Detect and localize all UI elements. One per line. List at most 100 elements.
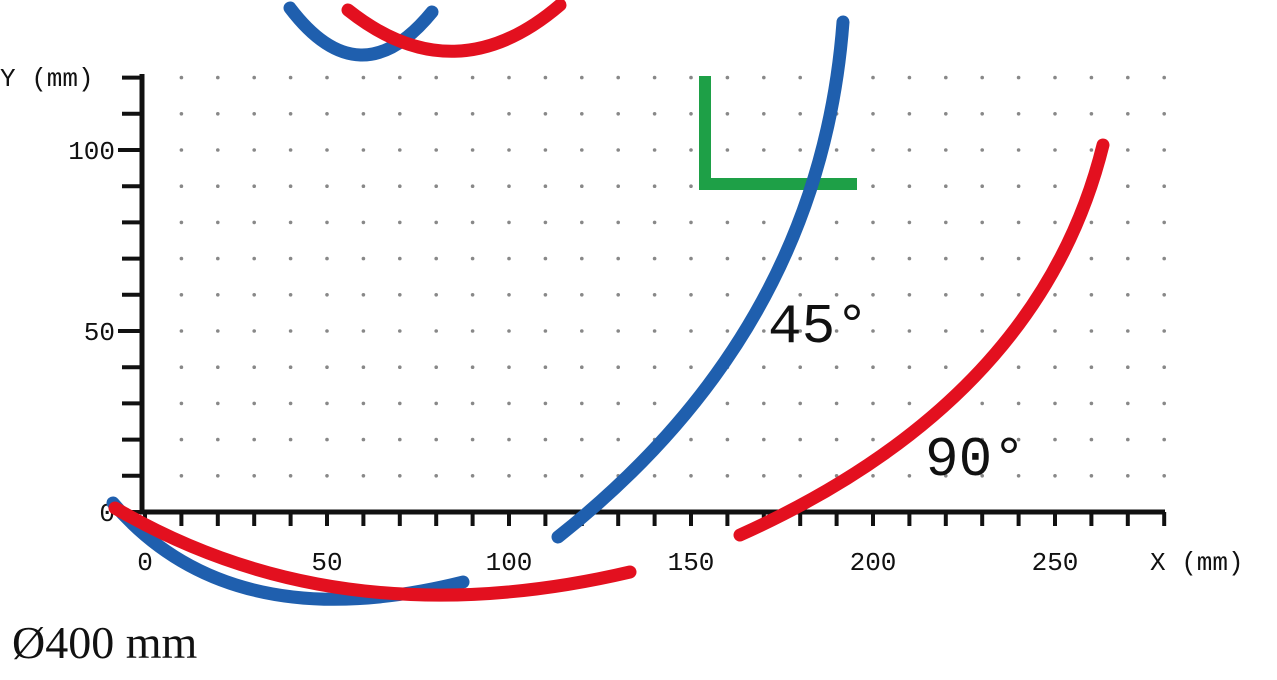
grid-dot xyxy=(1162,112,1166,116)
grid-dot xyxy=(470,148,475,152)
grid-dot xyxy=(179,365,184,370)
grid-dot xyxy=(179,401,184,406)
grid-dot xyxy=(944,474,948,478)
grid-dot xyxy=(652,365,657,370)
curve-label: 45° xyxy=(768,295,869,359)
grid-dot xyxy=(398,437,402,442)
grid-dot xyxy=(288,329,293,333)
arc xyxy=(108,501,637,602)
grid-dot xyxy=(725,293,730,297)
grid-dot xyxy=(798,293,802,297)
grid-dot xyxy=(944,220,948,225)
arc xyxy=(283,1,439,62)
grid-dot xyxy=(1126,474,1130,478)
grid-dot xyxy=(1126,329,1130,333)
grid-dot xyxy=(398,148,402,152)
grid-dot xyxy=(434,474,439,478)
grid-dot xyxy=(216,474,220,478)
grid-dot xyxy=(616,256,620,261)
grid-dot xyxy=(179,112,184,116)
grid-dot xyxy=(361,256,366,261)
grid-dot xyxy=(762,401,766,406)
grid-dot xyxy=(361,329,366,333)
grid-dot xyxy=(980,293,984,297)
grid-dot xyxy=(325,256,329,261)
grid-dot xyxy=(616,184,620,188)
grid-dot xyxy=(616,401,620,406)
grid-dot xyxy=(325,365,329,370)
grid-dot xyxy=(1089,220,1094,225)
grid-dot xyxy=(288,184,293,188)
grid-dot xyxy=(1162,293,1166,297)
grid-dot xyxy=(725,401,730,406)
grid-dot xyxy=(762,148,766,152)
grid-dot xyxy=(325,75,329,80)
grid-dot xyxy=(580,401,584,406)
grid-dot xyxy=(1089,365,1094,370)
grid-dot xyxy=(1162,256,1166,261)
grid-dot xyxy=(434,365,439,370)
grid-dot xyxy=(216,293,220,297)
grid-dot xyxy=(871,474,875,478)
x-tick-label: 50 xyxy=(311,548,342,578)
grid-dot xyxy=(1162,148,1166,152)
grid-dot xyxy=(725,75,730,80)
grid-dot xyxy=(871,220,875,225)
grid-dot xyxy=(871,293,875,297)
grid-dot xyxy=(325,148,329,152)
grid-dot xyxy=(361,401,366,406)
grid-dot xyxy=(1162,184,1166,188)
grid-dot xyxy=(580,184,584,188)
grid-dot xyxy=(725,148,730,152)
grid-dot xyxy=(1016,112,1021,116)
grid-dot xyxy=(543,365,548,370)
grid-dot xyxy=(179,474,184,478)
grid-dot xyxy=(616,112,620,116)
grid-dot xyxy=(944,112,948,116)
grid-dot xyxy=(652,184,657,188)
grid-dot xyxy=(1126,112,1130,116)
grid-dot xyxy=(725,256,730,261)
grid-dot xyxy=(434,437,439,442)
grid-dot xyxy=(980,148,984,152)
grid-dot xyxy=(179,220,184,225)
grid-dot xyxy=(580,365,584,370)
grid-dot xyxy=(1053,401,1057,406)
grid-dot xyxy=(725,220,730,225)
grid-dot xyxy=(434,256,439,261)
grid-dot xyxy=(543,75,548,80)
grid-dot xyxy=(252,401,256,406)
grid-dot xyxy=(580,329,584,333)
grid-dot xyxy=(398,184,402,188)
grid-dot xyxy=(216,401,220,406)
grid-dot xyxy=(1126,401,1130,406)
grid-dot xyxy=(762,75,766,80)
grid-dot xyxy=(398,401,402,406)
x-tick-label: 150 xyxy=(668,548,715,578)
grid-dot xyxy=(652,148,657,152)
grid-dot xyxy=(1053,474,1057,478)
grid-dot xyxy=(179,256,184,261)
grid-dot xyxy=(288,75,293,80)
grid-dot xyxy=(543,329,548,333)
grid-dot xyxy=(1053,75,1057,80)
grid-dot xyxy=(725,474,730,478)
grid-dot xyxy=(1126,293,1130,297)
grid-dot xyxy=(907,256,912,261)
x-tick-label: 200 xyxy=(850,548,897,578)
grid-dot xyxy=(216,220,220,225)
grid-dot xyxy=(834,401,839,406)
grid-dot xyxy=(361,148,366,152)
grid-dot xyxy=(616,75,620,80)
grid-dot xyxy=(325,220,329,225)
grid-dot xyxy=(1016,293,1021,297)
grid-dot xyxy=(288,474,293,478)
grid-dot xyxy=(325,293,329,297)
grid-dot xyxy=(252,437,256,442)
grid-dot xyxy=(507,474,511,478)
grid-dot xyxy=(434,75,439,80)
grid-dot xyxy=(470,184,475,188)
grid-dot xyxy=(252,184,256,188)
grid-dot xyxy=(398,112,402,116)
grid-dot xyxy=(762,256,766,261)
